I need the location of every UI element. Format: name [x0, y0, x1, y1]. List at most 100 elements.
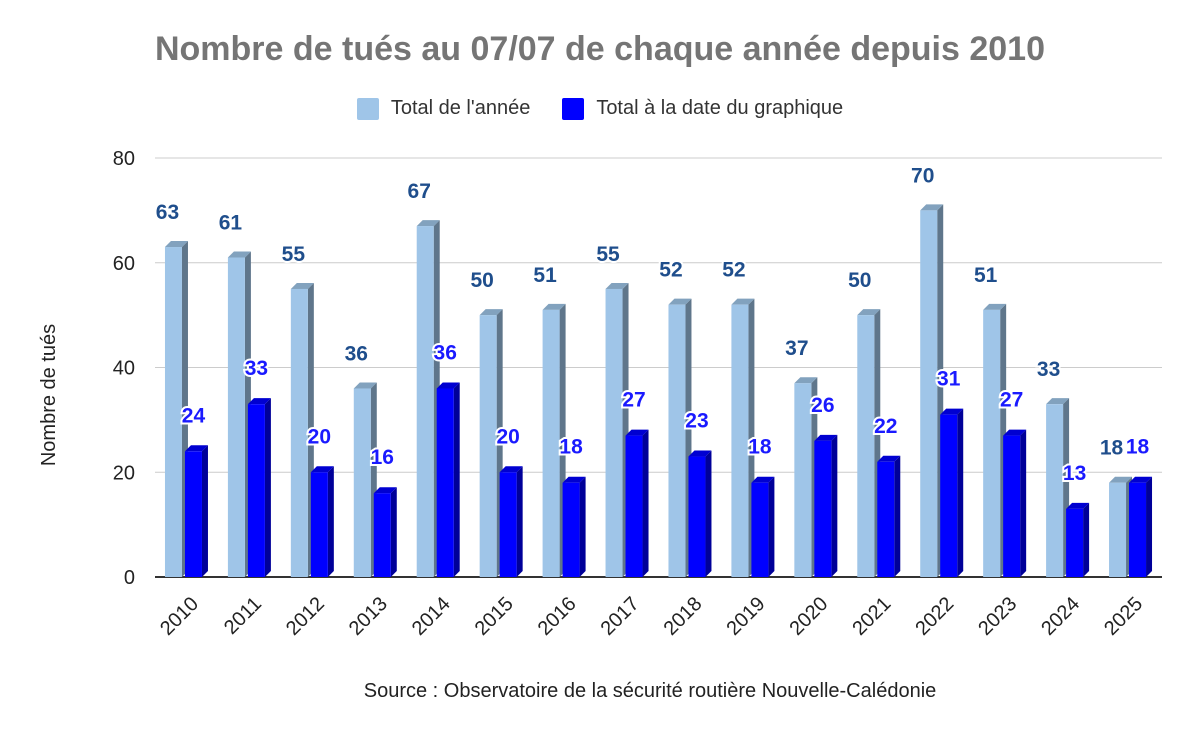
bar-total-date — [940, 414, 958, 577]
bar-total-date — [436, 388, 454, 577]
bar-side — [831, 434, 838, 577]
data-label: 27 — [1000, 389, 1023, 412]
data-label: 16 — [371, 446, 394, 469]
bar-total-annee — [1109, 482, 1127, 577]
bar-top — [814, 434, 838, 441]
bar-side — [1083, 502, 1090, 577]
bar-top — [625, 429, 649, 436]
data-label: 36 — [434, 341, 457, 364]
bar-total-date — [688, 456, 706, 577]
data-label: 27 — [622, 389, 645, 412]
bar-top — [920, 204, 944, 211]
bar-total-annee — [857, 315, 875, 577]
bar-total-annee — [983, 309, 1001, 577]
legend-label-total-date: Total à la date du graphique — [596, 97, 844, 119]
bar-total-annee — [794, 383, 812, 577]
data-label: 36 — [345, 342, 368, 365]
bar-total-date — [373, 493, 391, 577]
bar-top — [877, 455, 901, 462]
data-label: 26 — [811, 394, 834, 417]
data-label: 20 — [308, 425, 331, 448]
x-tick-label: 2011 — [220, 593, 266, 639]
data-label: 20 — [496, 425, 519, 448]
x-tick-label: 2014 — [408, 593, 455, 640]
data-label: 24 — [182, 404, 206, 427]
bar-total-date — [247, 404, 265, 577]
bar-top — [605, 282, 629, 289]
bar-total-annee — [164, 247, 182, 577]
legend-swatch-total-annee — [356, 97, 379, 120]
bar-top — [731, 298, 755, 305]
legend-item-total-date[interactable]: Total à la date du graphique — [562, 97, 843, 120]
x-tick-label: 2022 — [911, 593, 958, 640]
data-label: 67 — [408, 180, 431, 203]
bar-side — [1146, 476, 1153, 577]
bar-top — [751, 476, 775, 483]
bar-side — [390, 487, 397, 577]
data-label: 18 — [1100, 437, 1124, 460]
bar-total-date — [625, 435, 643, 577]
bar-total-annee — [479, 315, 497, 577]
bar-top — [1129, 476, 1153, 483]
bar-top — [857, 309, 881, 316]
x-tick-label: 2015 — [471, 593, 518, 640]
bar-side — [768, 476, 775, 577]
bar-top — [184, 445, 208, 452]
y-tick-label: 0 — [124, 567, 135, 589]
bar-side — [201, 445, 208, 577]
bar-total-annee — [290, 288, 308, 577]
bar-top — [164, 241, 188, 248]
data-label: 50 — [848, 269, 871, 292]
data-label: 51 — [974, 264, 998, 287]
data-label: 55 — [596, 243, 620, 266]
x-tick-label: 2013 — [345, 593, 392, 640]
data-label: 51 — [533, 264, 557, 287]
bar-top — [668, 298, 692, 305]
y-tick-label: 20 — [113, 462, 135, 484]
bar-total-annee — [416, 226, 434, 577]
bar-total-annee — [605, 288, 623, 577]
data-label: 55 — [282, 243, 306, 266]
bar-side — [327, 466, 334, 577]
bar-total-date — [562, 482, 580, 577]
bar-total-date — [184, 451, 202, 577]
x-tick-label: 2021 — [848, 593, 895, 640]
bar-top — [247, 398, 271, 405]
bar-total-date — [499, 472, 517, 577]
bar-total-date — [1129, 482, 1147, 577]
x-tick-label: 2020 — [785, 593, 832, 640]
data-label: 52 — [722, 259, 745, 282]
bar-top — [562, 476, 586, 483]
bar-top — [227, 251, 251, 258]
bar-side — [705, 450, 712, 577]
bar-total-date — [877, 461, 895, 577]
x-tick-label: 2023 — [974, 593, 1021, 640]
x-tick-label: 2019 — [722, 593, 769, 640]
source-note: Source : Observatoire de la sécurité rou… — [363, 680, 937, 702]
y-tick-label: 80 — [113, 148, 135, 170]
bar-total-date — [814, 440, 832, 577]
bar-total-date — [310, 472, 328, 577]
bar-top — [688, 450, 712, 457]
bar-top — [353, 382, 377, 389]
bar-side — [516, 466, 523, 577]
bar-top — [290, 282, 314, 289]
bar-top — [1109, 476, 1133, 483]
bar-side — [264, 398, 271, 577]
data-label: 18 — [559, 436, 583, 459]
bar-top — [499, 466, 523, 473]
data-label: 18 — [1126, 436, 1150, 459]
bar-total-annee — [353, 388, 371, 577]
bar-total-annee — [227, 257, 245, 577]
legend: Total de l'année Total à la date du grap… — [0, 97, 1200, 120]
bar-top — [373, 487, 397, 494]
chart-title: Nombre de tués au 07/07 de chaque année … — [154, 30, 1045, 68]
x-tick-label: 2025 — [1100, 593, 1147, 640]
bar-total-annee — [1046, 404, 1064, 577]
y-tick-label: 40 — [113, 358, 135, 380]
y-axis-label: Nombre de tués — [38, 324, 60, 466]
bar-total-date — [751, 482, 769, 577]
data-label: 22 — [874, 415, 897, 438]
legend-item-total-annee[interactable]: Total de l'année — [356, 97, 530, 120]
